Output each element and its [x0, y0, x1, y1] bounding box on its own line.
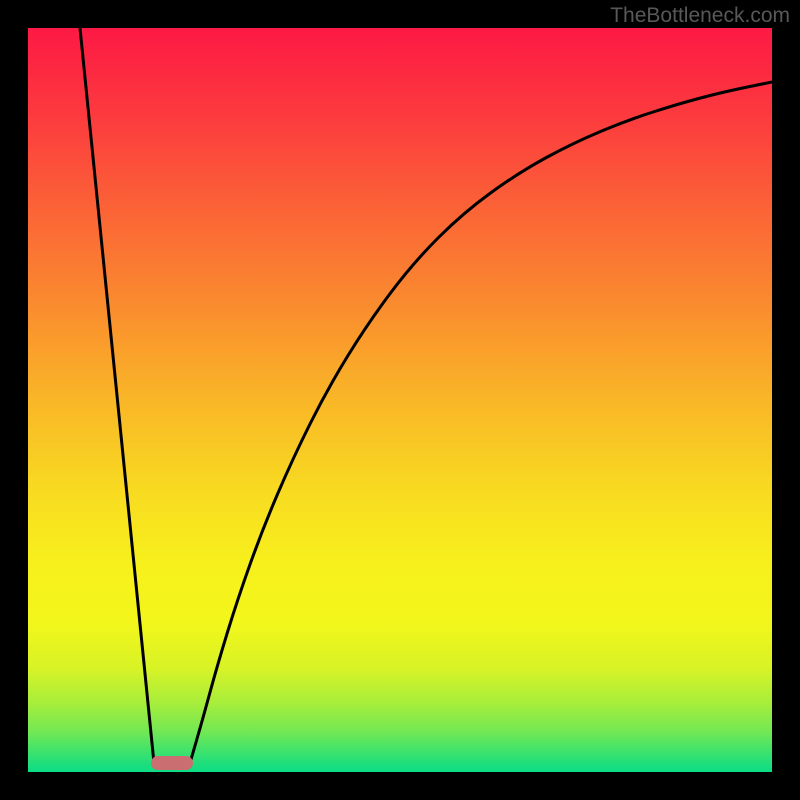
curve-layer: [28, 28, 772, 772]
right-optimum-curve: [190, 82, 772, 763]
plot-area: [28, 28, 772, 772]
left-optimum-line: [80, 28, 154, 763]
chart-container: TheBottleneck.com: [0, 0, 800, 800]
optimum-marker: [151, 756, 193, 770]
watermark-text: TheBottleneck.com: [610, 4, 790, 28]
